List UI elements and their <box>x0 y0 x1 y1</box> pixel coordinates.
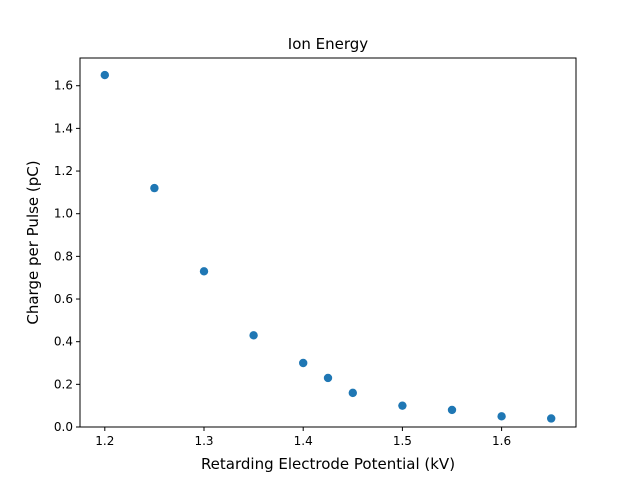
x-tick-label: 1.5 <box>393 434 412 448</box>
data-point <box>323 373 333 383</box>
data-point <box>199 267 209 276</box>
y-tick-label: 1.0 <box>54 207 73 221</box>
x-tick-label: 1.4 <box>294 434 313 448</box>
y-tick-label: 0.4 <box>54 335 73 349</box>
y-axis-label: Charge per Pulse (pC) <box>24 160 42 324</box>
y-tick-label: 0.6 <box>54 292 73 306</box>
x-axis-ticks: 1.2 1.3 1.4 1.5 1.6 <box>95 427 511 448</box>
data-point <box>547 414 556 423</box>
data-points <box>100 70 556 423</box>
data-point <box>398 401 407 410</box>
chart-title: Ion Energy <box>288 35 369 53</box>
data-point <box>150 183 159 193</box>
y-tick-label: 1.4 <box>54 121 73 135</box>
data-point <box>497 412 506 421</box>
plot-frame <box>79 57 577 428</box>
x-tick-label: 1.2 <box>95 434 114 448</box>
data-point <box>299 358 308 368</box>
y-tick-label: 0.2 <box>54 377 73 391</box>
x-tick-label: 1.3 <box>194 434 213 448</box>
y-axis-ticks: 0.0 0.2 0.4 0.6 0.8 1.0 1.2 1.4 1.6 <box>54 79 80 434</box>
data-point <box>249 331 258 340</box>
data-point <box>100 70 110 80</box>
data-point <box>447 405 457 415</box>
x-tick-label: 1.6 <box>492 434 511 448</box>
y-tick-label: 1.6 <box>54 79 73 93</box>
x-axis-label: Retarding Electrode Potential (kV) <box>201 455 455 473</box>
y-tick-label: 0.0 <box>54 420 73 434</box>
y-tick-label: 0.8 <box>54 249 73 263</box>
plot-area <box>80 58 576 427</box>
data-point <box>348 388 357 398</box>
y-tick-label: 1.2 <box>54 164 73 178</box>
